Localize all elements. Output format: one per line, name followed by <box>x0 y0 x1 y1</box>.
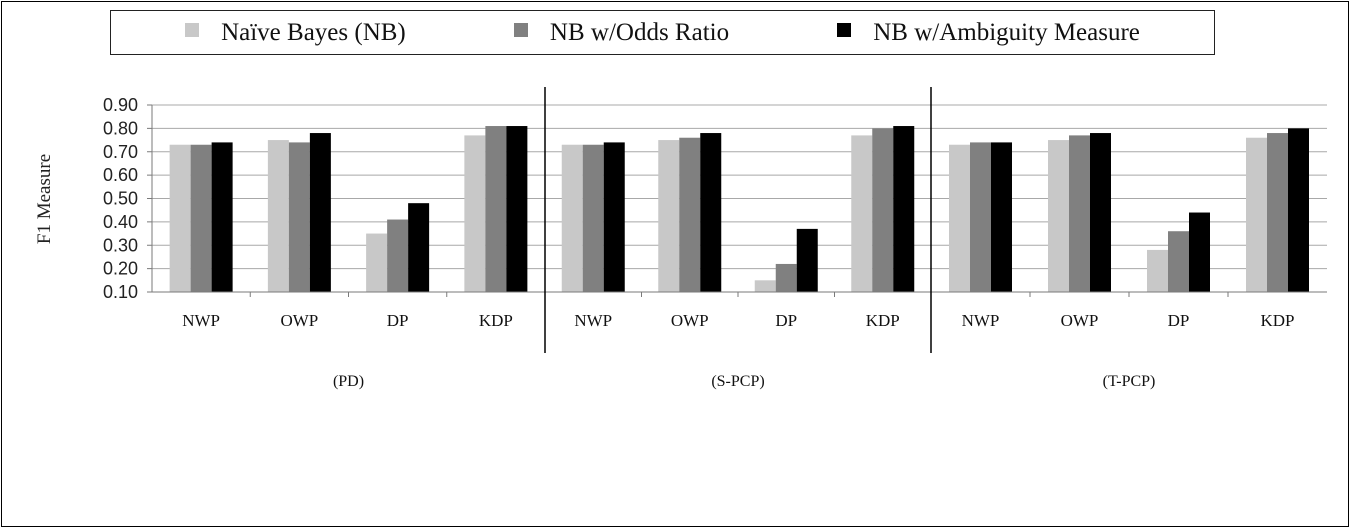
bar-odds-ratio <box>190 144 212 292</box>
x-category-label: NWP <box>574 311 612 330</box>
legend-label-odds-ratio: NB w/Odds Ratio <box>549 18 730 46</box>
bars <box>169 126 1309 292</box>
bar-nb <box>754 280 776 292</box>
bar-ambiguity <box>700 133 722 292</box>
bar-ambiguity <box>1189 212 1210 292</box>
bar-odds-ratio <box>1267 133 1288 292</box>
bar-nb <box>851 135 873 292</box>
y-tick-label: 0.50 <box>103 189 138 209</box>
x-category-label: DP <box>387 311 409 330</box>
bar-nb <box>1246 137 1267 292</box>
x-category-label: OWP <box>1061 311 1099 330</box>
bar-ambiguity <box>506 126 528 292</box>
bar-nb <box>1147 249 1168 292</box>
bar-nb <box>169 144 191 292</box>
bar-nb <box>561 144 583 292</box>
y-tick-label: 0.90 <box>103 95 138 115</box>
labels: 0.90 0.80 0.70 0.60 0.50 0.40 0.30 0.20 0.10 NWP O… <box>103 95 1295 390</box>
bar-odds-ratio <box>1168 231 1189 292</box>
x-category-label: OWP <box>280 311 318 330</box>
legend-item-ambiguity: NB w/Ambiguity Measure <box>837 19 1140 47</box>
x-category-label: DP <box>775 311 797 330</box>
x-category-label: NWP <box>962 311 1000 330</box>
axes <box>147 87 1327 353</box>
bar-odds-ratio <box>387 219 409 292</box>
bar-ambiguity <box>408 203 430 292</box>
bar-ambiguity <box>603 142 625 292</box>
bar-odds-ratio <box>1069 135 1090 292</box>
legend-item-odds-ratio: NB w/Odds Ratio <box>513 18 730 47</box>
chart-legend: Naïve Bayes (NB) NB w/Odds Ratio NB w/Am… <box>110 10 1215 55</box>
bar-ambiguity <box>309 133 331 292</box>
bar-odds-ratio <box>872 128 894 292</box>
x-category-label: DP <box>1168 311 1190 330</box>
legend-item-nb: Naïve Bayes (NB) <box>185 19 406 47</box>
bar-ambiguity <box>211 142 233 292</box>
bar-odds-ratio <box>288 142 310 292</box>
bar-nb <box>267 140 289 292</box>
legend-swatch-nb <box>185 22 200 37</box>
bar-ambiguity <box>991 142 1012 292</box>
group-label: (PD) <box>333 373 364 390</box>
bar-ambiguity <box>893 126 915 292</box>
bar-ambiguity <box>796 228 818 292</box>
legend-swatch-odds-ratio <box>513 22 528 37</box>
bar-odds-ratio <box>970 142 991 292</box>
legend-label-nb: Naïve Bayes (NB) <box>221 18 406 46</box>
y-tick-label: 0.60 <box>103 165 138 185</box>
legend-swatch-ambiguity <box>837 22 852 37</box>
bar-nb <box>464 135 486 292</box>
bar-nb <box>366 233 388 292</box>
bar-odds-ratio <box>775 263 797 292</box>
legend-label-ambiguity: NB w/Ambiguity Measure <box>873 18 1140 46</box>
y-tick-label: 0.70 <box>103 142 138 162</box>
x-category-label: NWP <box>182 311 220 330</box>
bar-nb <box>1048 140 1069 292</box>
bar-ambiguity <box>1090 133 1111 292</box>
x-category-label: OWP <box>671 311 709 330</box>
y-tick-label: 0.10 <box>103 282 138 302</box>
x-category-label: KDP <box>479 311 513 330</box>
bar-nb <box>658 140 680 292</box>
y-tick-label: 0.20 <box>103 259 138 279</box>
bar-odds-ratio <box>679 137 701 292</box>
bar-nb <box>949 144 970 292</box>
bar-ambiguity <box>1288 128 1309 292</box>
y-tick-label: 0.30 <box>103 235 138 255</box>
x-category-label: KDP <box>1260 311 1294 330</box>
y-tick-label: 0.40 <box>103 212 138 232</box>
x-category-label: KDP <box>866 311 900 330</box>
group-label: (S-PCP) <box>711 373 764 390</box>
y-axis-label: F1 Measure <box>34 154 55 244</box>
y-tick-label: 0.80 <box>103 118 138 138</box>
bar-odds-ratio <box>485 126 507 292</box>
gridlines <box>152 104 1327 270</box>
bar-odds-ratio <box>582 144 604 292</box>
group-label: (T-PCP) <box>1103 373 1156 390</box>
